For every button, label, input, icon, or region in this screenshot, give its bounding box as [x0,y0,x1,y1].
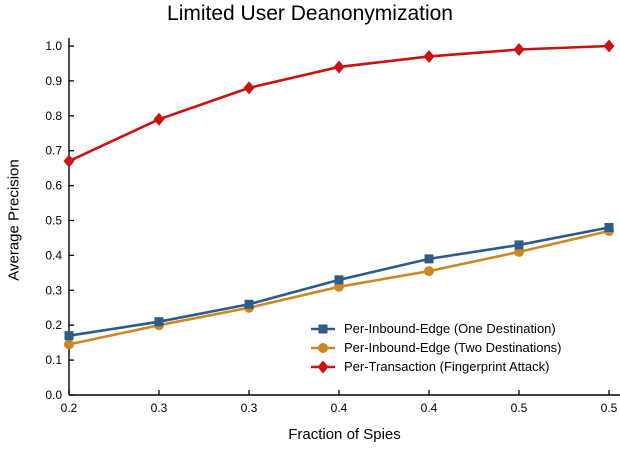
legend-label: Per-Transaction (Fingerprint Attack) [344,359,550,374]
svg-text:0.6: 0.6 [45,179,62,193]
legend-item-3: Per-Transaction (Fingerprint Attack) [310,357,562,376]
svg-text:1.0: 1.0 [45,39,62,53]
svg-text:0.5: 0.5 [45,214,62,228]
circle-marker-icon [310,341,336,355]
svg-text:0.8: 0.8 [45,109,62,123]
legend-label: Per-Inbound-Edge (Two Destinations) [344,340,562,355]
y-axis-label: Average Precision [5,159,23,281]
svg-text:0.4: 0.4 [421,401,438,415]
legend-label: Per-Inbound-Edge (One Destination) [344,321,556,336]
legend-item-1: Per-Inbound-Edge (One Destination) [310,319,562,338]
svg-text:0.5: 0.5 [511,401,528,415]
svg-text:0.4: 0.4 [45,248,62,262]
chart-title: Limited User Deanonymization [167,2,453,25]
svg-text:0.1: 0.1 [45,353,62,367]
svg-text:0.9: 0.9 [45,74,62,88]
svg-text:0.3: 0.3 [241,401,258,415]
diamond-marker-icon [310,360,336,374]
svg-text:0.3: 0.3 [151,401,168,415]
x-axis-label: Fraction of Spies [288,426,401,443]
legend-item-2: Per-Inbound-Edge (Two Destinations) [310,338,562,357]
svg-text:0.2: 0.2 [45,318,62,332]
svg-text:0.2: 0.2 [61,401,78,415]
svg-text:0.3: 0.3 [45,283,62,297]
square-marker-icon [310,322,336,336]
svg-text:0.0: 0.0 [45,388,62,402]
svg-text:0.5: 0.5 [601,401,618,415]
legend: Per-Inbound-Edge (One Destination) Per-In… [310,319,562,376]
svg-text:0.4: 0.4 [331,401,348,415]
svg-text:0.7: 0.7 [45,144,62,158]
